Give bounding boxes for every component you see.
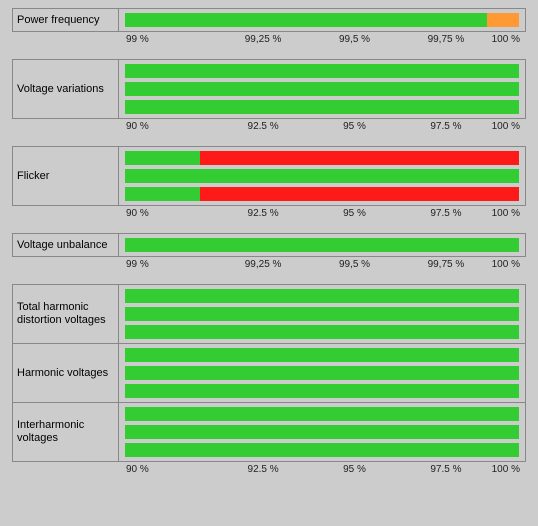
bar-segment bbox=[125, 366, 519, 380]
metric-label: Voltage unbalance bbox=[13, 234, 119, 256]
bar bbox=[125, 13, 519, 27]
chart-group: Flicker90 %92.5 %95 %97.5 %100 % bbox=[12, 146, 526, 219]
bars-area bbox=[119, 403, 525, 461]
metric-row: Harmonic voltages bbox=[13, 343, 525, 402]
axis-tick: 100 % bbox=[492, 121, 520, 132]
metric-label: Power frequency bbox=[13, 9, 119, 31]
bars-area bbox=[119, 9, 525, 31]
bar-segment bbox=[125, 384, 519, 398]
metric-label: Harmonic voltages bbox=[13, 344, 119, 402]
bar bbox=[125, 407, 519, 421]
bar-segment bbox=[125, 325, 519, 339]
bars-area bbox=[119, 147, 525, 205]
bars-area bbox=[119, 285, 525, 343]
metric-row: Voltage variations bbox=[13, 60, 525, 118]
metric-row: Interharmonic voltages bbox=[13, 402, 525, 461]
bar-segment bbox=[125, 425, 519, 439]
bar bbox=[125, 187, 519, 201]
axis-tick: 99,75 % bbox=[400, 259, 491, 270]
metric-row: Total harmonic distortion voltages bbox=[13, 285, 525, 343]
axis-tick: 92.5 % bbox=[217, 121, 308, 132]
chart-group: Total harmonic distortion voltagesHarmon… bbox=[12, 284, 526, 475]
axis-tick: 97.5 % bbox=[400, 464, 491, 475]
axis-tick: 95 % bbox=[309, 208, 400, 219]
chart-panel: Flicker bbox=[12, 146, 526, 206]
bars-area bbox=[119, 234, 525, 256]
axis-tick: 90 % bbox=[126, 464, 217, 475]
metric-label: Flicker bbox=[13, 147, 119, 205]
bar-segment bbox=[487, 13, 519, 27]
axis-tick: 97.5 % bbox=[400, 208, 491, 219]
bar-segment bbox=[125, 289, 519, 303]
metric-label: Voltage variations bbox=[13, 60, 119, 118]
axis-tick: 99,25 % bbox=[217, 34, 308, 45]
bars-area bbox=[119, 344, 525, 402]
axis-tick: 99,75 % bbox=[400, 34, 491, 45]
bar-segment bbox=[125, 187, 200, 201]
bars-area bbox=[119, 60, 525, 118]
bar-segment bbox=[125, 407, 519, 421]
bar-segment bbox=[125, 64, 519, 78]
bar-segment bbox=[200, 187, 519, 201]
bar-segment bbox=[125, 100, 519, 114]
axis-tick: 95 % bbox=[309, 464, 400, 475]
bar bbox=[125, 169, 519, 183]
metric-row: Power frequency bbox=[13, 9, 525, 31]
chart-panel: Total harmonic distortion voltagesHarmon… bbox=[12, 284, 526, 462]
axis-tick: 100 % bbox=[492, 464, 520, 475]
bar-segment bbox=[125, 348, 519, 362]
bar-segment bbox=[125, 13, 487, 27]
axis-tick: 100 % bbox=[492, 259, 520, 270]
bar-segment bbox=[125, 443, 519, 457]
axis: 90 %92.5 %95 %97.5 %100 % bbox=[120, 121, 526, 132]
axis-tick: 100 % bbox=[492, 34, 520, 45]
bar bbox=[125, 151, 519, 165]
bar-segment bbox=[125, 82, 519, 96]
metric-row: Flicker bbox=[13, 147, 525, 205]
metric-label: Total harmonic distortion voltages bbox=[13, 285, 119, 343]
axis-tick: 97.5 % bbox=[400, 121, 491, 132]
axis: 99 %99,25 %99,5 %99,75 %100 % bbox=[120, 34, 526, 45]
bar bbox=[125, 100, 519, 114]
chart-panel: Voltage variations bbox=[12, 59, 526, 119]
axis: 90 %92.5 %95 %97.5 %100 % bbox=[120, 208, 526, 219]
chart-group: Power frequency99 %99,25 %99,5 %99,75 %1… bbox=[12, 8, 526, 45]
bar bbox=[125, 289, 519, 303]
bar bbox=[125, 348, 519, 362]
axis: 99 %99,25 %99,5 %99,75 %100 % bbox=[120, 259, 526, 270]
bar-segment bbox=[125, 151, 200, 165]
bar bbox=[125, 443, 519, 457]
bar bbox=[125, 64, 519, 78]
metric-label: Interharmonic voltages bbox=[13, 403, 119, 461]
axis-tick: 92.5 % bbox=[217, 208, 308, 219]
bar-segment bbox=[125, 169, 519, 183]
bar-segment bbox=[125, 238, 519, 252]
axis-tick: 99 % bbox=[126, 34, 217, 45]
bar bbox=[125, 238, 519, 252]
chart-panel: Voltage unbalance bbox=[12, 233, 526, 257]
bar-segment bbox=[200, 151, 519, 165]
bar bbox=[125, 307, 519, 321]
axis-tick: 99 % bbox=[126, 259, 217, 270]
bar-segment bbox=[125, 307, 519, 321]
axis-tick: 100 % bbox=[492, 208, 520, 219]
axis-tick: 99,5 % bbox=[309, 34, 400, 45]
axis-tick: 92.5 % bbox=[217, 464, 308, 475]
bar bbox=[125, 366, 519, 380]
axis-tick: 90 % bbox=[126, 208, 217, 219]
metric-row: Voltage unbalance bbox=[13, 234, 525, 256]
chart-group: Voltage variations90 %92.5 %95 %97.5 %10… bbox=[12, 59, 526, 132]
chart-panel: Power frequency bbox=[12, 8, 526, 32]
bar bbox=[125, 384, 519, 398]
chart-root: Power frequency99 %99,25 %99,5 %99,75 %1… bbox=[0, 0, 538, 501]
chart-group: Voltage unbalance99 %99,25 %99,5 %99,75 … bbox=[12, 233, 526, 270]
bar bbox=[125, 82, 519, 96]
axis-tick: 99,5 % bbox=[309, 259, 400, 270]
axis-tick: 99,25 % bbox=[217, 259, 308, 270]
axis-tick: 90 % bbox=[126, 121, 217, 132]
axis: 90 %92.5 %95 %97.5 %100 % bbox=[120, 464, 526, 475]
axis-tick: 95 % bbox=[309, 121, 400, 132]
bar bbox=[125, 325, 519, 339]
bar bbox=[125, 425, 519, 439]
